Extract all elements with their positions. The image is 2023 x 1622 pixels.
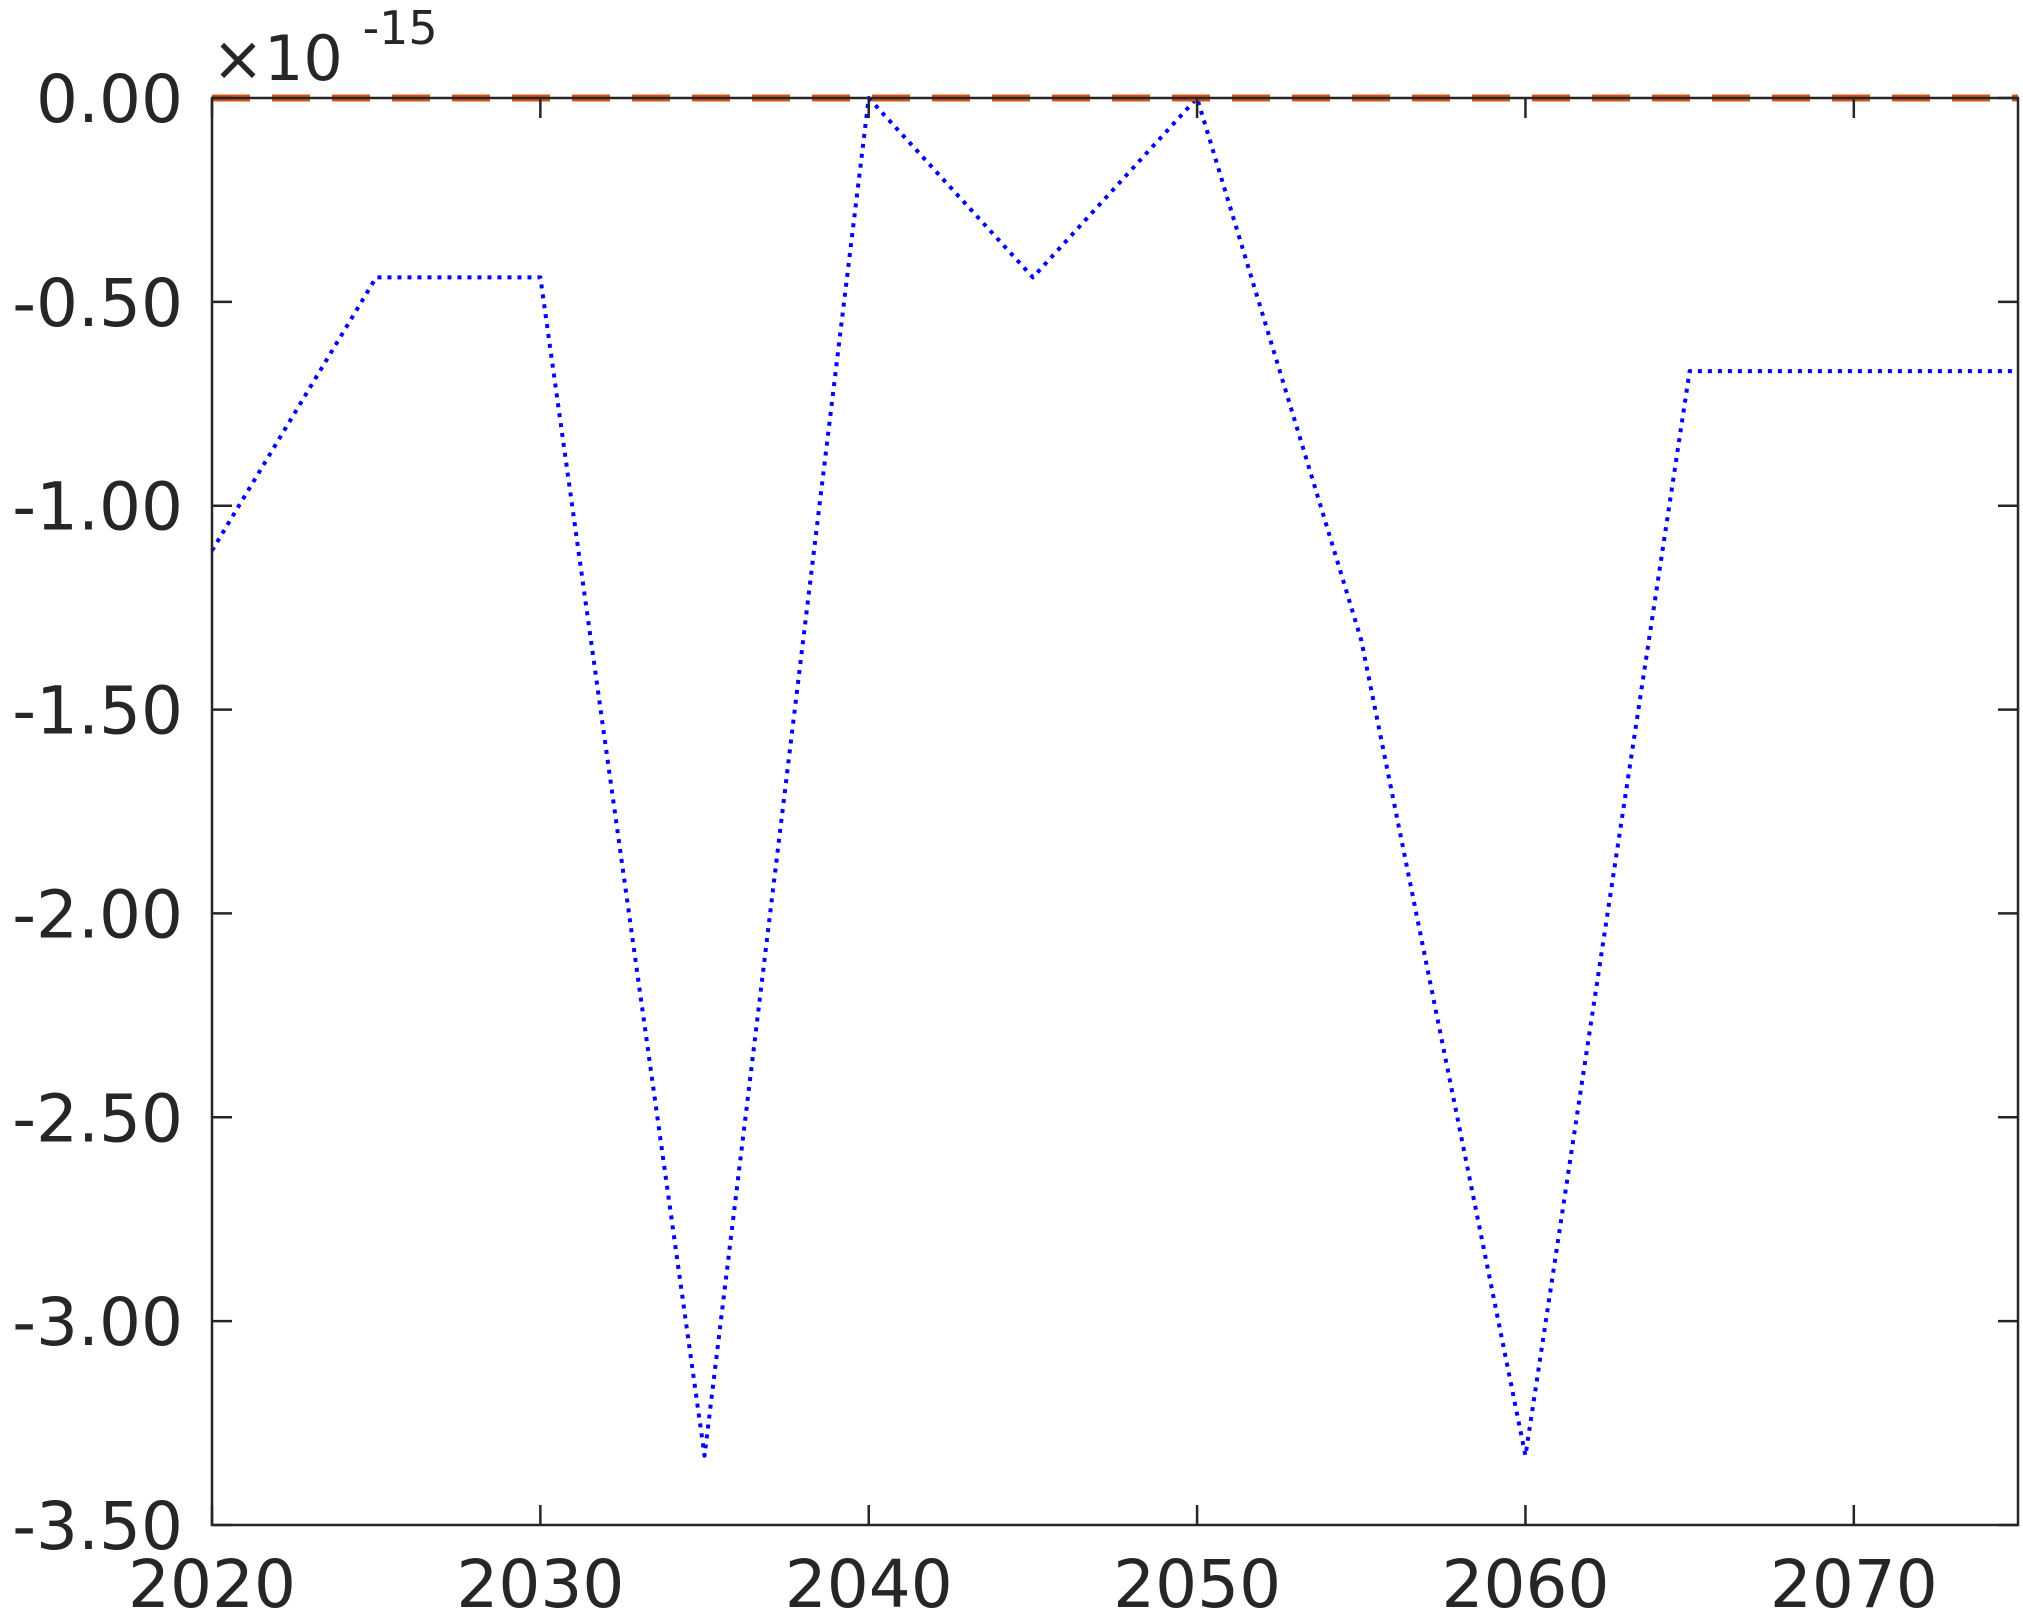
x-axis-ticks [210,98,1856,1525]
x-tick-label: 2020 [128,1546,296,1622]
y-axis-exponent-prefix: ×10 [212,22,343,95]
y-tick-label: -3.50 [12,1488,183,1565]
x-tick-label: 2050 [1113,1546,1281,1622]
y-axis-ticks [212,96,2018,1527]
y-tick-label: -2.00 [12,876,183,953]
y-axis-tick-labels: 0.00 -0.50 -1.00 -1.50 -2.00 -2.50 -3.00 -3.50 [12,61,183,1565]
y-tick-label: -1.00 [12,469,183,546]
y-tick-label: -1.50 [12,673,183,750]
x-tick-label: 2030 [456,1546,624,1622]
y-tick-label: -3.00 [12,1284,183,1361]
axes-box [210,96,2020,1527]
x-tick-label: 2060 [1441,1546,1609,1622]
y-tick-label: 0.00 [36,61,183,138]
x-tick-label: 2070 [1770,1546,1938,1622]
x-tick-label: 2040 [785,1546,953,1622]
y-tick-label: -2.50 [12,1080,183,1157]
x-axis-tick-labels: 2020 2030 2040 2050 2060 2070 [128,1546,1938,1622]
y-axis-exponent-power: -15 [363,1,438,55]
y-axis-exponent-label: ×10 -15 [212,1,438,95]
y-tick-label: -0.50 [12,265,183,342]
